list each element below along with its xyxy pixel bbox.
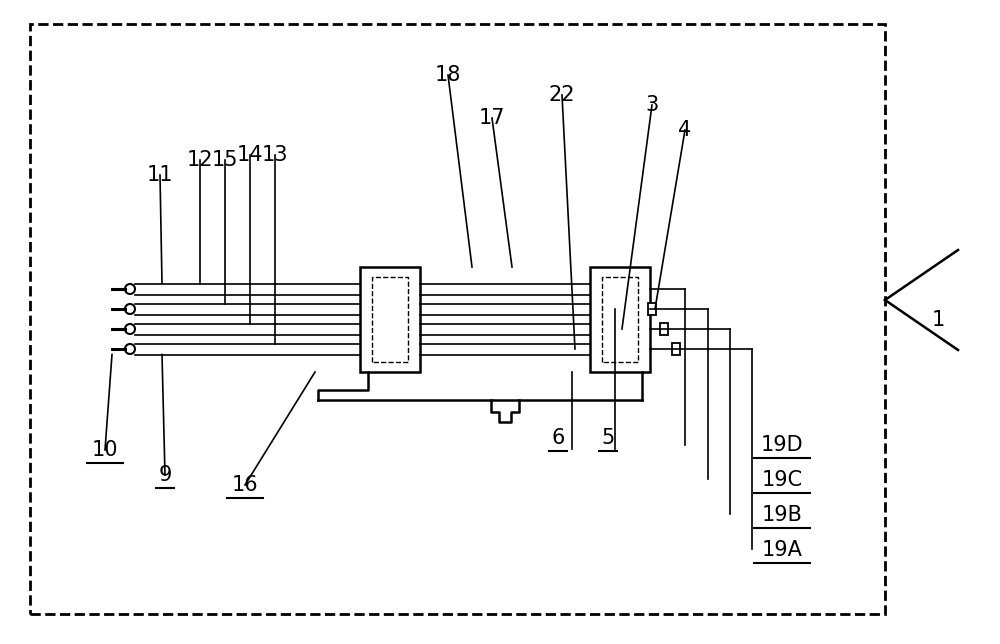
Text: 19D: 19D [761,435,803,455]
Text: 15: 15 [212,150,238,170]
Text: 16: 16 [232,475,258,495]
Text: 19A: 19A [762,540,802,560]
Text: 18: 18 [435,65,461,85]
Text: 14: 14 [237,145,263,165]
Text: 13: 13 [262,145,288,165]
Text: 4: 4 [678,120,692,140]
Bar [360,267,420,372]
Text: 19B: 19B [762,505,802,525]
Bar [648,303,656,315]
Text: 10: 10 [92,440,118,460]
Bar [590,267,650,372]
Text: 5: 5 [601,428,615,448]
Bar [672,343,680,355]
Text: 19C: 19C [761,470,803,490]
Text: 12: 12 [187,150,213,170]
Bar [660,323,668,335]
Text: 6: 6 [551,428,565,448]
Text: 17: 17 [479,108,505,128]
Text: 1: 1 [931,310,945,330]
Bar [30,24,885,614]
Text: 22: 22 [549,85,575,105]
Text: 3: 3 [645,95,659,115]
Text: 11: 11 [147,165,173,185]
Text: 9: 9 [158,465,172,485]
